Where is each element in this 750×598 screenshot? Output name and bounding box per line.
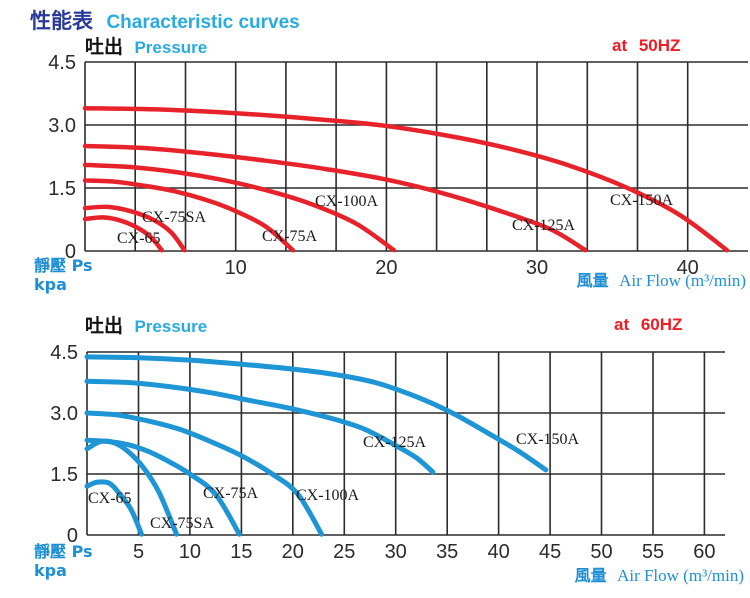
page-title: 性能表 Characteristic curves [30, 5, 300, 35]
curve-cx-150a-50hz [82, 105, 730, 253]
y-tick-label: 3.0 [48, 115, 76, 137]
chart-50hz-y-axis-title-line2: kpa [34, 275, 67, 294]
x-tick-label: 35 [436, 541, 458, 563]
x-tick-label: 40 [487, 541, 509, 563]
curve-label-cx-150a-50hz: CX-150A [610, 192, 674, 209]
x-tick-label: 5 [133, 541, 144, 563]
curve-cx-100a-50hz [82, 162, 397, 253]
x-tick-label: 50 [590, 541, 612, 563]
chart-50hz-x-axis-title-english: Air Flow (m³/min) [619, 271, 746, 290]
chart-50hz-frequency-label: at 50HZ [612, 36, 681, 55]
chart-60hz-subtitle-english: Pressure [134, 317, 208, 336]
chart-50hz: 4.5 3.0 1.5 0 10 20 30 40 CX-65 CX-75SA CX-75A CX-1… [48, 52, 748, 279]
curve-label-cx-75a-50hz: CX-75A [262, 228, 318, 245]
x-tick-label: 30 [385, 541, 407, 563]
x-tick-label: 10 [179, 541, 201, 563]
chart-60hz-x-axis-title-english: Air Flow (m³/min) [617, 566, 744, 585]
curve-label-cx-75sa-60hz: CX-75SA [150, 515, 214, 532]
chart-60hz-y-axis-title-line2: kpa [34, 561, 67, 580]
x-tick-label: 20 [375, 257, 397, 279]
chart-60hz-y-axis-title: 靜壓 Ps kpa [34, 542, 93, 580]
x-tick-label: 40 [677, 257, 699, 279]
curve-cx-150a-60hz [84, 354, 549, 473]
curve-cx-125a-60hz [84, 378, 436, 475]
chart-60hz-subtitle: 吐出 Pressure [85, 311, 207, 338]
curve-cx-75a-50hz [82, 178, 296, 253]
chart-50hz-y-axis-title: 靜壓 Ps kpa [34, 256, 93, 294]
chart-50hz-subtitle: 吐出 Pressure [85, 32, 207, 59]
curve-label-cx-65-50hz: CX-65 [117, 230, 161, 247]
curve-cx-65-60hz [84, 479, 144, 537]
curve-cx-65-50hz [82, 215, 165, 253]
chart-60hz-subtitle-chinese: 吐出 [85, 315, 124, 337]
chart-60hz: 4.5 3.0 1.5 0 5 10 15 20 25 30 35 40 45 50 55 60 CX-65 CX… [50, 342, 725, 563]
chart-50hz-subtitle-english: Pressure [134, 38, 208, 57]
curve-label-cx-65-60hz: CX-65 [88, 490, 132, 507]
curve-label-cx-100a-60hz: CX-100A [296, 487, 360, 504]
curve-label-cx-75sa-50hz: CX-75SA [142, 209, 206, 226]
chart-60hz-frequency-label: at 60HZ [614, 315, 683, 334]
y-tick-label: 4.5 [48, 52, 76, 74]
curve-label-cx-75a-60hz: CX-75A [203, 485, 259, 502]
page-title-chinese: 性能表 [30, 9, 93, 33]
chart-60hz-x-axis-title: 風量 Air Flow (m³/min) [575, 562, 744, 586]
y-tick-label: 0 [65, 241, 76, 263]
chart-50hz-subtitle-chinese: 吐出 [85, 36, 124, 58]
curve-cx-75a-60hz [84, 437, 242, 537]
x-tick-label: 45 [539, 541, 561, 563]
page-title-english: Characteristic curves [106, 12, 300, 33]
y-tick-label: 1.5 [48, 178, 76, 200]
x-tick-label: 60 [693, 541, 715, 563]
x-tick-label: 15 [230, 541, 252, 563]
curve-label-cx-100a-50hz: CX-100A [315, 193, 379, 210]
chart-60hz-x-axis-title-chinese: 風量 [574, 566, 607, 585]
curve-label-cx-125a-60hz: CX-125A [363, 434, 427, 451]
curve-cx-75sa-50hz [82, 204, 187, 253]
x-tick-label: 30 [526, 257, 548, 279]
chart-50hz-x-axis-title-chinese: 風量 [576, 271, 609, 290]
y-tick-label: 1.5 [50, 464, 78, 486]
curve-label-cx-125a-50hz: CX-125A [512, 217, 576, 234]
x-tick-label: 20 [282, 541, 304, 563]
chart-50hz-y-axis-title-line1: 靜壓 Ps [34, 256, 93, 275]
curve-cx-125a-50hz [82, 143, 588, 253]
y-tick-label: 0 [67, 525, 78, 547]
x-tick-label: 55 [642, 541, 664, 563]
curve-cx-100a-60hz [84, 410, 325, 537]
chart-50hz-x-axis-title: 風量 Air Flow (m³/min) [577, 267, 746, 291]
curve-label-cx-150a-60hz: CX-150A [516, 431, 580, 448]
chart-60hz-y-axis-title-line1: 靜壓 Ps [34, 542, 93, 561]
y-tick-label: 3.0 [50, 403, 78, 425]
y-tick-label: 4.5 [50, 342, 78, 364]
x-tick-label: 25 [333, 541, 355, 563]
x-tick-label: 10 [225, 257, 247, 279]
